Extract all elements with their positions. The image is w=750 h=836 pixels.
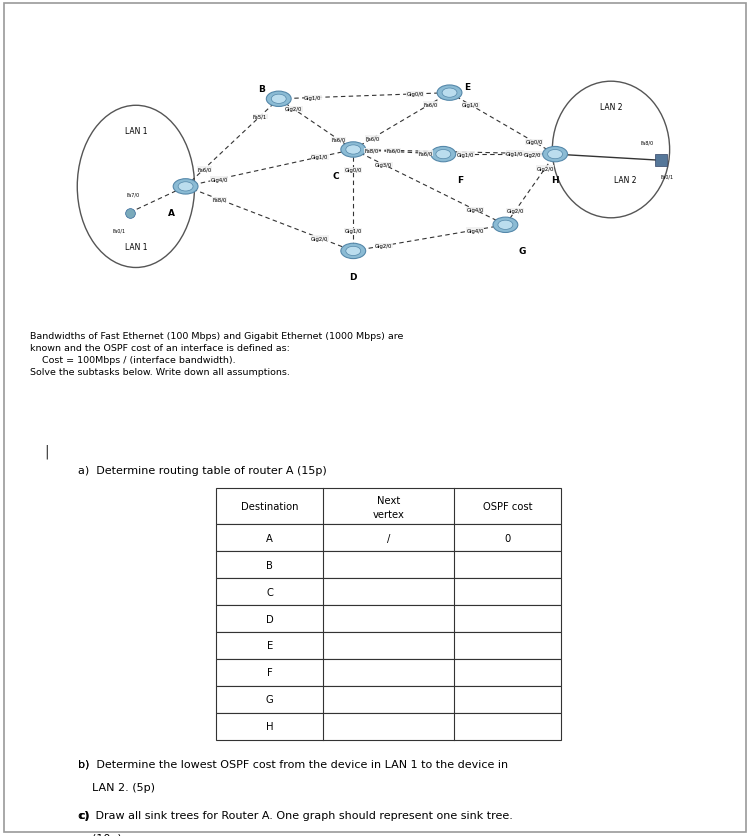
Text: F: F	[267, 667, 273, 677]
Text: Fa6/0: Fa6/0	[386, 149, 400, 154]
Text: Gig1/0: Gig1/0	[506, 151, 524, 156]
Text: Gig2/0: Gig2/0	[375, 244, 392, 249]
Text: LAN 2: LAN 2	[600, 103, 622, 112]
Text: E: E	[464, 83, 470, 92]
Text: Fa6/0: Fa6/0	[365, 136, 380, 141]
Text: a)  Determine routing table of router A (15p): a) Determine routing table of router A (…	[78, 465, 327, 475]
Text: Gig4/0: Gig4/0	[466, 228, 484, 233]
Circle shape	[173, 180, 198, 195]
Bar	[216, 686, 561, 713]
Circle shape	[272, 95, 286, 104]
Text: Fa7/0: Fa7/0	[127, 192, 140, 197]
Text: Fa0/1: Fa0/1	[661, 174, 674, 179]
Text: Gig1/0: Gig1/0	[304, 96, 322, 101]
Text: D: D	[266, 614, 274, 624]
Text: H: H	[551, 176, 559, 186]
Text: Cost = 100Mbps / (interface bandwidth).: Cost = 100Mbps / (interface bandwidth).	[30, 355, 236, 364]
Bar	[216, 488, 561, 525]
Text: C: C	[266, 587, 273, 597]
Text: LAN 2. (5p): LAN 2. (5p)	[78, 782, 155, 793]
Text: |: |	[44, 444, 49, 458]
Circle shape	[442, 89, 457, 98]
Text: Gig0/0: Gig0/0	[525, 140, 543, 145]
Text: Bandwidths of Fast Ethernet (100 Mbps) and Gigabit Ethernet (1000 Mbps) are: Bandwidths of Fast Ethernet (100 Mbps) a…	[30, 331, 404, 340]
Text: Destination: Destination	[241, 502, 298, 512]
Circle shape	[493, 218, 517, 233]
Text: c)  Draw all sink trees for Router A. One graph should represent one sink tree.: c) Draw all sink trees for Router A. One…	[78, 810, 513, 820]
Circle shape	[498, 221, 513, 230]
Bar	[216, 605, 561, 632]
Text: b): b)	[78, 759, 90, 769]
Text: Gig1/0: Gig1/0	[311, 155, 328, 161]
Circle shape	[346, 145, 361, 155]
Text: Fa8/0: Fa8/0	[640, 140, 653, 145]
Circle shape	[548, 150, 562, 160]
Ellipse shape	[77, 106, 194, 268]
Circle shape	[266, 92, 291, 107]
Text: Gig0/0: Gig0/0	[406, 92, 424, 97]
Circle shape	[340, 244, 366, 259]
Text: B: B	[266, 560, 273, 570]
Text: Fa0/1: Fa0/1	[112, 228, 126, 233]
Text: b)  Determine the lowest OSPF cost from the device in LAN 1 to the device in: b) Determine the lowest OSPF cost from t…	[78, 759, 509, 769]
Text: Fa6/0: Fa6/0	[332, 138, 346, 143]
Text: Fa6/0: Fa6/0	[423, 102, 437, 107]
Text: F: F	[458, 176, 464, 186]
Circle shape	[346, 247, 361, 256]
Text: Fa8/0: Fa8/0	[364, 149, 379, 154]
Text: vertex: vertex	[373, 509, 405, 519]
Circle shape	[178, 182, 193, 191]
Text: Gig2/0: Gig2/0	[524, 152, 542, 157]
Bar	[216, 525, 561, 552]
Circle shape	[437, 86, 462, 101]
Circle shape	[431, 147, 456, 162]
Text: /: /	[387, 533, 391, 543]
Text: D: D	[350, 273, 357, 282]
Text: Solve the subtasks below. Write down all assumptions.: Solve the subtasks below. Write down all…	[30, 367, 290, 376]
Text: Fa6/0: Fa6/0	[419, 151, 433, 156]
Text: Fa8/0: Fa8/0	[212, 197, 226, 202]
Text: A: A	[168, 208, 176, 217]
Circle shape	[340, 143, 366, 158]
Text: known and the OSPF cost of an interface is defined as:: known and the OSPF cost of an interface …	[30, 344, 290, 352]
Text: Fa5/1: Fa5/1	[253, 115, 267, 120]
Bar	[216, 659, 561, 686]
Text: Gig2/0: Gig2/0	[507, 209, 524, 214]
Ellipse shape	[552, 82, 670, 218]
Text: H: H	[266, 721, 274, 732]
Text: A: A	[266, 533, 273, 543]
Text: (10p): (10p)	[78, 833, 122, 836]
Text: Gig3/0: Gig3/0	[375, 163, 392, 168]
Text: c): c)	[78, 810, 90, 820]
Text: Gig1/0: Gig1/0	[344, 229, 362, 234]
Text: LAN 1: LAN 1	[124, 127, 147, 136]
Text: Gig2/0: Gig2/0	[536, 166, 554, 171]
Bar	[216, 713, 561, 740]
Text: LAN 1: LAN 1	[124, 242, 147, 252]
Text: C: C	[333, 171, 339, 181]
Text: Fa6/0: Fa6/0	[197, 167, 211, 172]
Text: G: G	[519, 247, 526, 256]
Text: Gig0/0: Gig0/0	[344, 168, 362, 173]
Text: B: B	[258, 84, 265, 94]
Text: E: E	[267, 640, 273, 650]
Bar	[216, 632, 561, 659]
Text: OSPF cost: OSPF cost	[483, 502, 532, 512]
Text: Gig2/0: Gig2/0	[311, 237, 328, 242]
Text: G: G	[266, 695, 274, 705]
Bar	[216, 579, 561, 605]
Text: Gig1/0: Gig1/0	[457, 152, 474, 157]
Text: 0: 0	[505, 533, 511, 543]
Text: LAN 2: LAN 2	[614, 176, 636, 185]
Text: Gig1/0: Gig1/0	[462, 104, 479, 109]
Text: Gig4/0: Gig4/0	[466, 208, 484, 213]
Circle shape	[436, 150, 451, 160]
Bar	[216, 552, 561, 579]
Text: Gig2/0: Gig2/0	[285, 107, 302, 112]
Text: Gig4/0: Gig4/0	[211, 177, 228, 182]
Circle shape	[543, 147, 568, 162]
Text: Next: Next	[377, 496, 400, 506]
